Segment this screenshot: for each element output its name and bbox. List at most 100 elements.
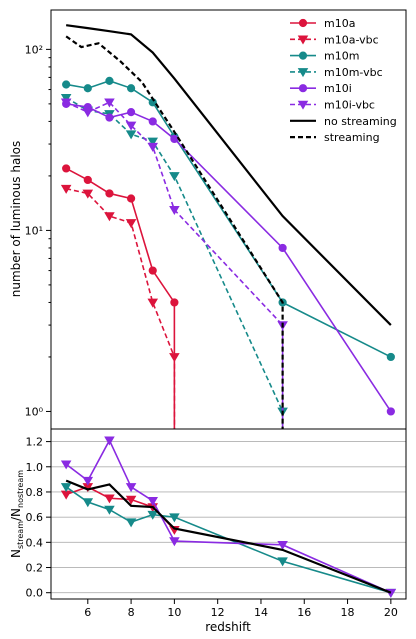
x-tick-label: 10	[167, 606, 181, 619]
x-tick-label: 18	[341, 606, 355, 619]
ratio-series-m10a	[60, 483, 180, 535]
ratio-point-m10m	[169, 513, 180, 523]
bottom-y-tick-label: 1.0	[26, 461, 44, 474]
data-point-m10m-vbc	[169, 172, 180, 182]
bottom-grid	[51, 441, 406, 594]
legend-label: m10m	[324, 50, 359, 63]
series-line-streaming	[65, 35, 284, 429]
bottom-plot-frame	[50, 428, 407, 600]
data-point-m10i	[386, 407, 395, 416]
legend-marker	[298, 18, 308, 28]
data-point-m10a-vbc	[147, 298, 159, 308]
bottom-y-axis-label: Nstream/Nnostream	[9, 470, 25, 558]
legend-item-no-streaming: no streaming	[290, 115, 397, 128]
data-point-m10i-vbc	[125, 121, 137, 131]
x-axis-label: redshift	[205, 620, 251, 634]
top-series-layer	[60, 24, 395, 429]
ratio-point-m10i	[125, 483, 137, 493]
x-tick-label: 8	[128, 606, 135, 619]
series-m10i-vbc	[60, 98, 288, 429]
bottom-y-tick-label: 0.8	[26, 486, 44, 499]
data-point-m10i	[170, 134, 179, 144]
data-point-m10m	[62, 80, 71, 89]
ratio-point-m10a	[60, 490, 72, 500]
data-point-m10m	[126, 84, 136, 93]
ratio-line-total	[65, 479, 392, 594]
data-point-m10i	[278, 243, 287, 253]
data-point-m10i	[105, 113, 114, 122]
legend-label: streaming	[324, 131, 380, 144]
ratio-point-m10i	[60, 460, 72, 470]
legend-label: m10a-vbc	[324, 33, 379, 46]
data-point-m10a	[148, 266, 157, 275]
bottom-y-ticks: 0.0 0.2 0.4 0.6 0.8 1.0 1.2	[26, 436, 51, 600]
data-point-m10a	[62, 164, 71, 173]
legend-label: m10i	[324, 82, 352, 95]
x-tick-label: 6	[84, 606, 91, 619]
data-point-m10m	[83, 84, 92, 93]
data-point-m10a	[83, 175, 92, 185]
ratio-series-total	[65, 479, 392, 594]
legend-label: no streaming	[324, 115, 397, 128]
data-point-m10i-vbc	[104, 98, 115, 108]
ratio-line-m10m	[65, 486, 392, 594]
data-point-m10a	[170, 298, 179, 307]
data-point-m10i-vbc	[147, 142, 159, 152]
series-streaming	[65, 35, 284, 429]
ratio-point-m10m	[104, 505, 115, 515]
legend-label: m10a	[324, 17, 355, 30]
x-tick-label: 14	[254, 606, 268, 619]
legend-item-m10i-vbc: m10i-vbc	[290, 99, 375, 112]
bottom-y-tick-label: 1.2	[26, 436, 44, 449]
bottom-y-tick-label: 0.2	[26, 562, 44, 575]
legend-label: m10m-vbc	[324, 66, 383, 79]
data-point-m10i-vbc	[82, 108, 94, 118]
legend-item-m10i: m10i	[290, 82, 352, 95]
bottom-panel: 0.0 0.2 0.4 0.6 0.8 1.0 1.2 6 8 10 12 14 16 18 20	[26, 428, 407, 619]
legend-item-m10a: m10a	[290, 17, 355, 30]
data-point-m10m-vbc	[125, 130, 137, 140]
legend-label: m10i-vbc	[324, 99, 375, 112]
legend-marker	[298, 51, 308, 60]
legend-item-m10m: m10m	[290, 50, 359, 63]
ratio-point-m10i	[169, 537, 180, 547]
data-point-m10a-vbc	[104, 212, 115, 222]
top-y-ticks: 10⁰ 10¹ 10²	[25, 43, 51, 418]
ratio-point-m10m	[60, 483, 72, 493]
data-point-m10i-vbc	[169, 205, 180, 215]
bottom-y-tick-label: 0.4	[26, 536, 44, 549]
ratio-point-m10i	[82, 476, 94, 486]
series-line-no-streaming	[66, 24, 392, 326]
ratio-line-m10i	[65, 438, 392, 594]
legend-item-m10a-vbc: m10a-vbc	[290, 33, 379, 46]
x-tick-label: 20	[384, 606, 398, 619]
top-y-tick-label: 10⁰	[25, 405, 44, 418]
top-y-tick-label: 10¹	[25, 224, 43, 237]
data-point-m10a-vbc	[125, 219, 137, 229]
data-point-m10a	[126, 194, 136, 203]
ratio-point-m10m	[147, 510, 159, 520]
legend-marker	[297, 68, 309, 78]
legend-marker	[297, 35, 309, 45]
series-no-streaming	[66, 24, 392, 326]
data-point-m10i	[126, 108, 136, 117]
data-point-m10a-vbc	[60, 184, 72, 194]
legend: m10a m10a-vbc m10m m10m-vbc m10i m10i-vbc no s…	[290, 17, 397, 144]
legend-item-streaming: streaming	[290, 131, 380, 144]
ratio-point-m10m	[125, 518, 137, 528]
series-m10a-vbc	[60, 184, 180, 429]
ratio-point-m10a	[104, 494, 115, 504]
bottom-x-ticks: 6 8 10 12 14 16 18 20	[84, 599, 398, 619]
ratio-point-m10m	[277, 557, 288, 567]
top-y-axis-label: number of luminous halos	[9, 141, 23, 298]
series-m10a	[62, 164, 179, 429]
data-point-m10m	[386, 352, 395, 362]
bottom-series-layer	[60, 436, 397, 598]
ratio-point-m10i	[147, 496, 159, 506]
legend-marker	[298, 84, 308, 93]
data-point-m10a-vbc	[82, 189, 94, 199]
ratio-point-m10i	[104, 436, 115, 446]
x-tick-label: 12	[211, 606, 225, 619]
